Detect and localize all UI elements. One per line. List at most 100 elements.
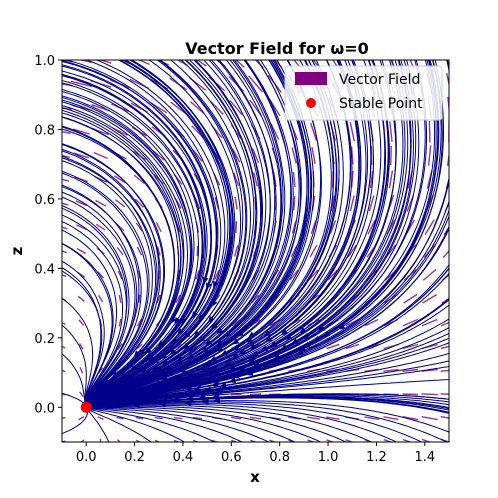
quiver-arrow bbox=[445, 72, 449, 88]
x-tick-label: 0.6 bbox=[221, 450, 242, 465]
quiver-arrow bbox=[367, 219, 376, 235]
quiver-arrow bbox=[62, 250, 67, 254]
quiver-arrow bbox=[447, 96, 449, 115]
quiver-arrow bbox=[97, 271, 105, 279]
streamline-arrowhead bbox=[223, 330, 232, 338]
quiver-arrow bbox=[269, 439, 278, 442]
quiver-arrow bbox=[231, 439, 239, 442]
quiver-arrow bbox=[133, 174, 145, 185]
streamline-arrowhead bbox=[193, 330, 201, 338]
quiver-arrow bbox=[289, 269, 299, 281]
quiver-arrow bbox=[173, 416, 183, 420]
quiver-arrow bbox=[230, 416, 242, 420]
quiver-arrow bbox=[209, 100, 224, 115]
quiver-arrow bbox=[253, 172, 258, 187]
quiver-arrow bbox=[78, 319, 85, 326]
quiver-arrow bbox=[76, 248, 86, 254]
quiver-arrow bbox=[79, 367, 84, 374]
streamline-arrowhead bbox=[207, 315, 215, 324]
x-tick-label: 0.2 bbox=[124, 450, 145, 465]
legend: Vector Field Stable Point bbox=[284, 65, 443, 121]
stable-point-layer bbox=[80, 401, 92, 413]
quiver-arrow bbox=[389, 121, 393, 142]
quiver-arrow bbox=[369, 170, 374, 189]
quiver-arrow bbox=[251, 148, 260, 163]
quiver-arrow bbox=[62, 226, 68, 230]
quiver-arrow bbox=[329, 220, 337, 235]
quiver-arrow bbox=[307, 439, 316, 442]
quiver-arrow bbox=[326, 343, 340, 350]
plot-area bbox=[62, 60, 449, 442]
quiver-arrow bbox=[350, 146, 354, 165]
quiver-arrow bbox=[310, 220, 317, 234]
quiver-arrow bbox=[421, 368, 438, 372]
quiver-arrow bbox=[364, 416, 379, 421]
quiver-arrow bbox=[446, 150, 449, 166]
quiver-arrow bbox=[440, 393, 449, 395]
quiver-arrow bbox=[116, 246, 124, 256]
streamline bbox=[62, 353, 89, 410]
y-tick-label: 0.4 bbox=[34, 262, 55, 277]
streamline-arrowhead bbox=[231, 338, 240, 345]
chart-title: Vector Field for ω=0 bbox=[185, 39, 369, 58]
quiver-arrow bbox=[73, 152, 89, 159]
quiver-arrow bbox=[402, 368, 419, 372]
quiver-arrow bbox=[440, 369, 449, 372]
quiver-arrow bbox=[292, 171, 296, 187]
quiver-arrow bbox=[93, 151, 108, 160]
quiver-arrow bbox=[62, 107, 72, 111]
quiver-arrow bbox=[368, 195, 375, 212]
quiver-arrow bbox=[214, 197, 220, 210]
quiver-arrow bbox=[62, 417, 66, 419]
y-axis-label: z bbox=[8, 246, 26, 255]
quiver-arrow bbox=[421, 438, 432, 442]
quiver-arrow bbox=[440, 415, 449, 419]
quiver-arrow bbox=[156, 294, 161, 304]
quiver-arrow bbox=[70, 80, 92, 88]
quiver-arrow bbox=[134, 198, 145, 208]
quiver-arrow bbox=[291, 147, 297, 164]
stable-point-marker bbox=[80, 401, 92, 413]
streamline bbox=[85, 403, 216, 442]
streamline-arrowhead bbox=[219, 382, 227, 389]
streamline-arrowhead bbox=[214, 386, 223, 393]
quiver-arrow bbox=[292, 196, 296, 211]
x-tick-label: 0.4 bbox=[173, 450, 194, 465]
quiver-arrow bbox=[326, 416, 340, 420]
quiver-arrow bbox=[154, 439, 161, 442]
quiver-arrow bbox=[229, 100, 243, 116]
quiver-arrow bbox=[150, 102, 167, 114]
streamline-arrowhead bbox=[174, 352, 183, 360]
quiver-arrow bbox=[307, 416, 320, 420]
quiver-arrow bbox=[152, 150, 165, 161]
quiver-arrow bbox=[211, 439, 219, 442]
quiver-arrow bbox=[249, 99, 262, 116]
plot-frame bbox=[61, 59, 450, 443]
quiver-arrow bbox=[309, 244, 318, 258]
quiver-arrow bbox=[428, 120, 431, 143]
quiver-arrow bbox=[170, 101, 186, 114]
quiver-arrow bbox=[99, 438, 102, 442]
quiver-arrow bbox=[349, 195, 355, 212]
quiver-arrow bbox=[422, 293, 438, 304]
quiver-arrow bbox=[156, 246, 161, 256]
quiver-arrow bbox=[345, 439, 355, 442]
quiver-arrow bbox=[347, 244, 357, 258]
quiver-arrow bbox=[78, 60, 93, 64]
quiver-arrow bbox=[136, 318, 142, 327]
streamline-arrowhead bbox=[191, 311, 198, 319]
quiver-arrow bbox=[137, 60, 150, 65]
legend-label-stable-point: Stable Point bbox=[339, 96, 423, 112]
quiver-arrow bbox=[309, 122, 318, 141]
x-tick-label: 0.0 bbox=[76, 450, 97, 465]
streamline-arrowhead bbox=[245, 370, 254, 376]
quiver-arrow bbox=[192, 149, 203, 162]
quiver-arrow bbox=[422, 268, 437, 281]
quiver-arrow bbox=[442, 249, 449, 259]
x-tick-label: 1.4 bbox=[414, 450, 435, 465]
quiver-arrow bbox=[190, 101, 205, 115]
quiver-arrow bbox=[345, 343, 360, 350]
x-tick-label: 1.2 bbox=[366, 450, 387, 465]
quiver-arrow bbox=[138, 294, 141, 303]
quiver-arrow bbox=[383, 416, 399, 421]
